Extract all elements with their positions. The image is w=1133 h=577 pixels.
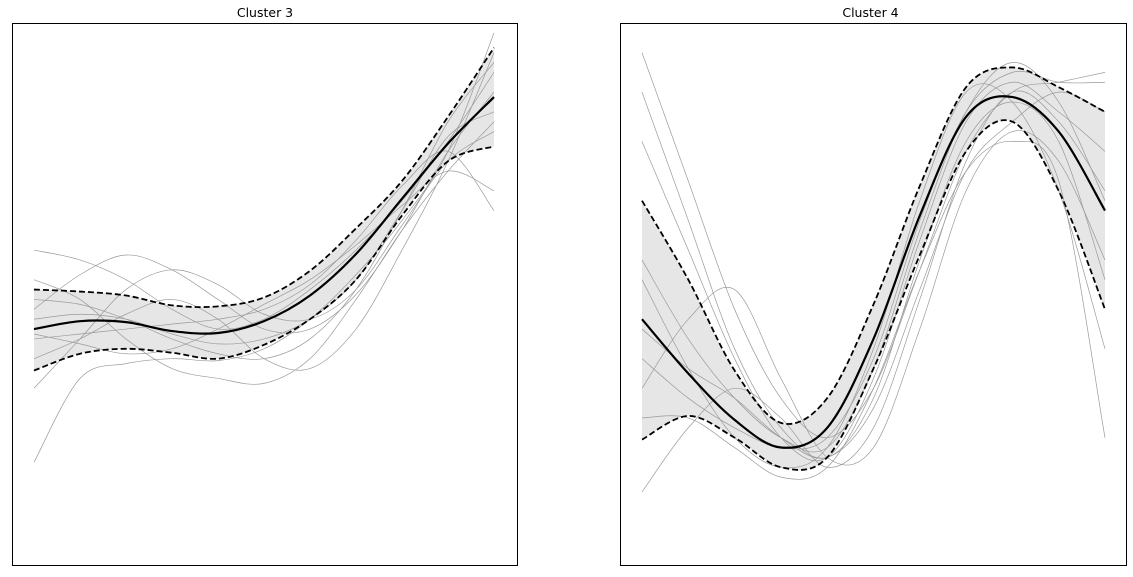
cluster-4-chart bbox=[620, 23, 1127, 566]
mean-line bbox=[33, 96, 495, 335]
individual-series-line bbox=[33, 72, 495, 330]
individual-series-line bbox=[33, 32, 495, 463]
individual-series-line bbox=[641, 141, 1106, 480]
individual-series-line bbox=[641, 130, 1106, 466]
chart-title: Cluster 3 bbox=[236, 5, 294, 20]
individual-series-line bbox=[33, 62, 495, 360]
individual-series-line bbox=[33, 170, 495, 355]
cluster-4-panel: Cluster 4 bbox=[608, 0, 1133, 577]
cluster-3-panel: Cluster 3 bbox=[0, 0, 530, 577]
lower-bound-line bbox=[33, 145, 495, 372]
individual-series-line bbox=[641, 62, 1106, 453]
mean-line bbox=[641, 95, 1106, 449]
individual-series-line bbox=[33, 131, 495, 389]
individual-series-line bbox=[641, 91, 1106, 459]
axes-frame bbox=[12, 23, 518, 566]
axes-frame bbox=[620, 23, 1127, 566]
upper-bound-line bbox=[641, 66, 1106, 425]
individual-series-line bbox=[641, 70, 1106, 450]
confidence-band bbox=[34, 47, 494, 371]
individual-series-line bbox=[33, 91, 495, 334]
individual-series-line bbox=[33, 111, 495, 345]
cluster-3-chart bbox=[12, 23, 518, 566]
individual-series-line bbox=[641, 81, 1106, 462]
individual-series-line bbox=[33, 121, 495, 385]
confidence-band bbox=[642, 67, 1105, 470]
individual-series-line bbox=[641, 90, 1106, 493]
individual-series-line bbox=[641, 91, 1106, 459]
upper-bound-line bbox=[33, 47, 495, 308]
individual-series-line bbox=[641, 83, 1106, 469]
chart-title: Cluster 4 bbox=[842, 5, 899, 20]
individual-series-line bbox=[33, 150, 495, 340]
lower-bound-line bbox=[641, 119, 1106, 471]
